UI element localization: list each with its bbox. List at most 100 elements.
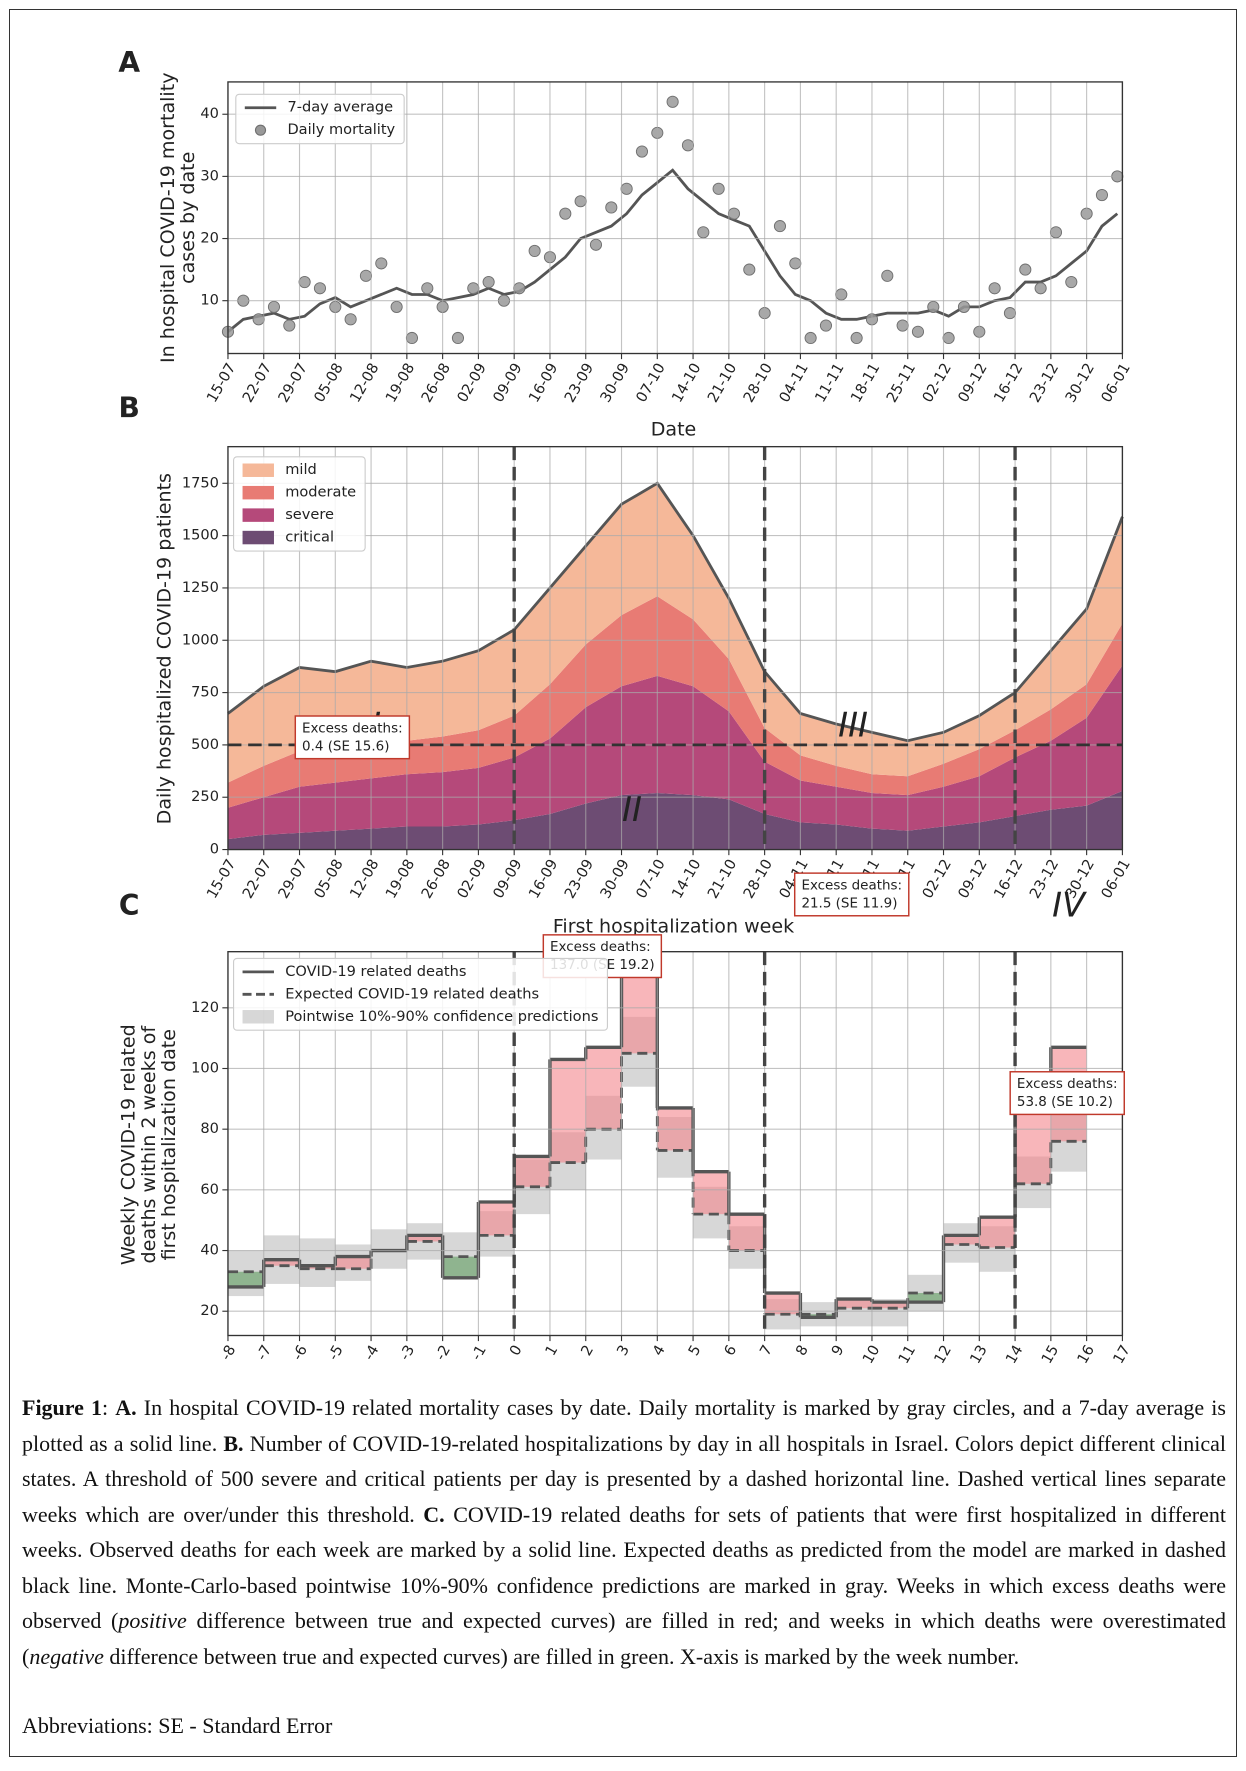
y-tick-label: 80 (200, 1120, 219, 1137)
y-axis-label: first hospitalization date (158, 1029, 180, 1260)
scatter-point (712, 182, 725, 195)
y-axis-label: deaths within 2 weeks of (138, 1025, 160, 1264)
plot-frame (227, 445, 1124, 851)
x-tick-label: 0 (506, 1342, 525, 1359)
stacked-area (227, 665, 1123, 840)
x-tick-label: 28-10 (740, 360, 776, 405)
y-tick-label: 0 (210, 841, 219, 858)
x-tick-label: 14-10 (669, 856, 705, 901)
annotation-box (793, 872, 910, 917)
scatter-point (881, 269, 894, 282)
deficit-fill (442, 1256, 479, 1278)
y-tick-label: 250 (191, 788, 219, 805)
scatter-point (635, 145, 649, 158)
scatter-point (1049, 226, 1063, 239)
scatter-point (1019, 263, 1032, 276)
y-tick-label: 30 (200, 167, 219, 184)
x-tick-label: -4 (360, 1342, 382, 1363)
x-tick-label: 09-09 (490, 856, 526, 901)
x-tick-label: 21-10 (704, 856, 740, 901)
x-tick-label: 3 (614, 1342, 633, 1359)
x-tick-label: 9 (828, 1342, 847, 1359)
scatter-point (1095, 188, 1109, 202)
total-outline (227, 481, 1124, 743)
annotation-text: 53.8 (SE 10.2) (1017, 1095, 1113, 1110)
x-tick-label: 02-12 (919, 360, 955, 405)
x-tick-label: 10 (859, 1342, 883, 1367)
excess-fill (406, 1235, 443, 1242)
scatter-point (421, 282, 434, 295)
x-axis-label: First hospitalization week (553, 915, 794, 937)
legend-label: mild (285, 461, 317, 478)
x-tick-label: 16 (1074, 1342, 1098, 1367)
y-tick-label: 1500 (182, 527, 219, 544)
scatter-point (298, 275, 311, 289)
annotation-box (294, 715, 411, 760)
plot-frame (227, 81, 1124, 355)
scatter-point (835, 288, 848, 301)
scatter-point (773, 220, 787, 233)
excess-fill (335, 1256, 372, 1269)
y-tick-label: 1750 (182, 474, 219, 491)
scatter-point (513, 282, 526, 295)
x-tick-label: 16-09 (525, 360, 561, 405)
scatter-point (559, 207, 572, 220)
excess-fill (728, 1214, 765, 1251)
panel-label: A (118, 46, 140, 79)
scatter-point (850, 331, 863, 345)
x-tick-label: 16-12 (991, 856, 1027, 901)
caption-text: COVID-19 related deaths for sets of pati… (22, 1501, 1226, 1634)
confidence-band (299, 1238, 336, 1287)
deficit-fill (227, 1271, 264, 1287)
excess-fill (1015, 1110, 1051, 1184)
legend-swatch (242, 508, 274, 522)
excess-fill (585, 1047, 622, 1130)
caption-text: negative (29, 1643, 104, 1669)
scatter-point (927, 300, 940, 313)
legend-box (233, 456, 366, 552)
x-tick-label: 13 (967, 1342, 991, 1367)
x-tick-label: 23-09 (561, 360, 597, 405)
scatter-point (896, 319, 909, 332)
annotation-text: 21.5 (SE 11.9) (801, 896, 897, 911)
x-tick-label: 06-01 (1098, 360, 1134, 405)
region-label: IV (1052, 885, 1087, 924)
y-tick-label: 40 (200, 1242, 219, 1259)
scatter-point (1003, 307, 1017, 320)
y-tick-label: 500 (191, 736, 219, 753)
excess-fill (693, 1171, 729, 1215)
x-tick-label: 6 (721, 1342, 740, 1359)
scatter-point (957, 300, 971, 313)
deficit-fill (907, 1293, 944, 1303)
x-tick-label: 14 (1002, 1342, 1026, 1367)
scatter-point (697, 226, 710, 239)
x-tick-label: 30-09 (597, 856, 633, 901)
x-tick-label: 30-12 (1062, 360, 1098, 405)
x-tick-label: 15 (1038, 1342, 1062, 1367)
scatter-point (252, 313, 265, 326)
region-label: III (838, 706, 868, 745)
x-tick-label: 7 (757, 1342, 776, 1359)
plot-frame (227, 951, 1124, 1337)
scatter-point (482, 275, 495, 289)
scatter-point (911, 325, 925, 338)
legend-label: moderate (285, 484, 356, 501)
scatter-point (313, 282, 327, 295)
x-tick-label: 26-08 (418, 360, 454, 405)
caption-text: A. (115, 1395, 137, 1420)
x-tick-label: -8 (217, 1342, 239, 1363)
x-tick-label: 16-09 (525, 856, 561, 901)
x-tick-label: 22-07 (239, 856, 275, 901)
scatter-point (344, 313, 357, 326)
x-tick-label: 4 (649, 1342, 668, 1359)
legend-label: Expected COVID-19 related deaths (285, 985, 539, 1002)
x-tick-label: 18-11 (847, 360, 883, 405)
scatter-point (666, 95, 679, 108)
y-tick-label: 10 (200, 292, 219, 309)
abbreviations: Abbreviations: SE - Standard Error (22, 1713, 333, 1738)
y-tick-label: 120 (191, 999, 219, 1016)
x-tick-label: 16-12 (991, 360, 1027, 405)
legend-label: Daily mortality (287, 121, 395, 138)
